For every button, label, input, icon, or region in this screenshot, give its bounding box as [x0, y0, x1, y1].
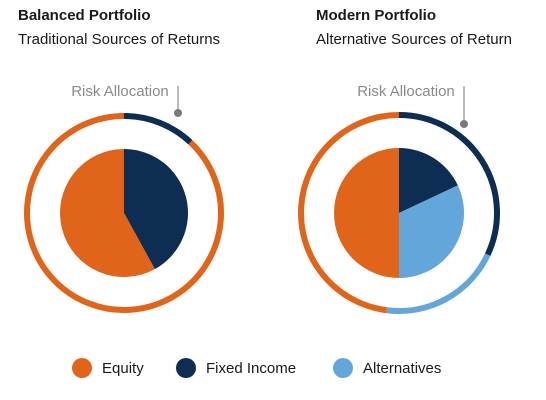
legend-item-alternatives: Alternatives: [333, 358, 441, 378]
legend-item-fixed-income: Fixed Income: [176, 358, 296, 378]
right-ring-segment-fixed-income: [398, 112, 500, 257]
left-pie-slice-fixed-income: [124, 149, 188, 270]
left-ring-segment-equity: [24, 113, 224, 313]
legend-swatch-fixed-income: [176, 358, 196, 378]
legend-swatch-alternatives: [333, 358, 353, 378]
right-chart-title: Modern Portfolio: [316, 7, 436, 24]
right-pie-slice-alternatives: [399, 185, 465, 278]
legend-item-equity: Equity: [72, 358, 144, 378]
legend-label-equity: Equity: [102, 359, 144, 377]
right-chart-subtitle: Alternative Sources of Return: [316, 31, 512, 48]
right-risk-allocation-label: Risk Allocation: [357, 83, 455, 100]
left-ring-segment-fixed-income: [123, 113, 193, 145]
left-chart-subtitle: Traditional Sources of Returns: [18, 31, 221, 48]
right-ring-segment-equity: [298, 112, 400, 314]
legend-label-fixed-income: Fixed Income: [206, 359, 297, 377]
left-annotation-dot: [174, 109, 182, 117]
left-chart-title: Balanced Portfolio: [18, 7, 151, 24]
left-risk-allocation-label: Risk Allocation: [71, 83, 169, 100]
right-ring-segment-alternatives: [386, 253, 491, 314]
legend-swatch-equity: [72, 358, 92, 378]
right-pie-slice-fixed-income: [399, 148, 458, 213]
legend: Equity Fixed Income Alternatives: [0, 358, 546, 386]
right-annotation-dot: [460, 120, 468, 128]
left-pie-slice-equity: [59, 149, 155, 277]
right-pie-slice-equity: [334, 148, 399, 278]
legend-label-alternatives: Alternatives: [363, 359, 442, 377]
